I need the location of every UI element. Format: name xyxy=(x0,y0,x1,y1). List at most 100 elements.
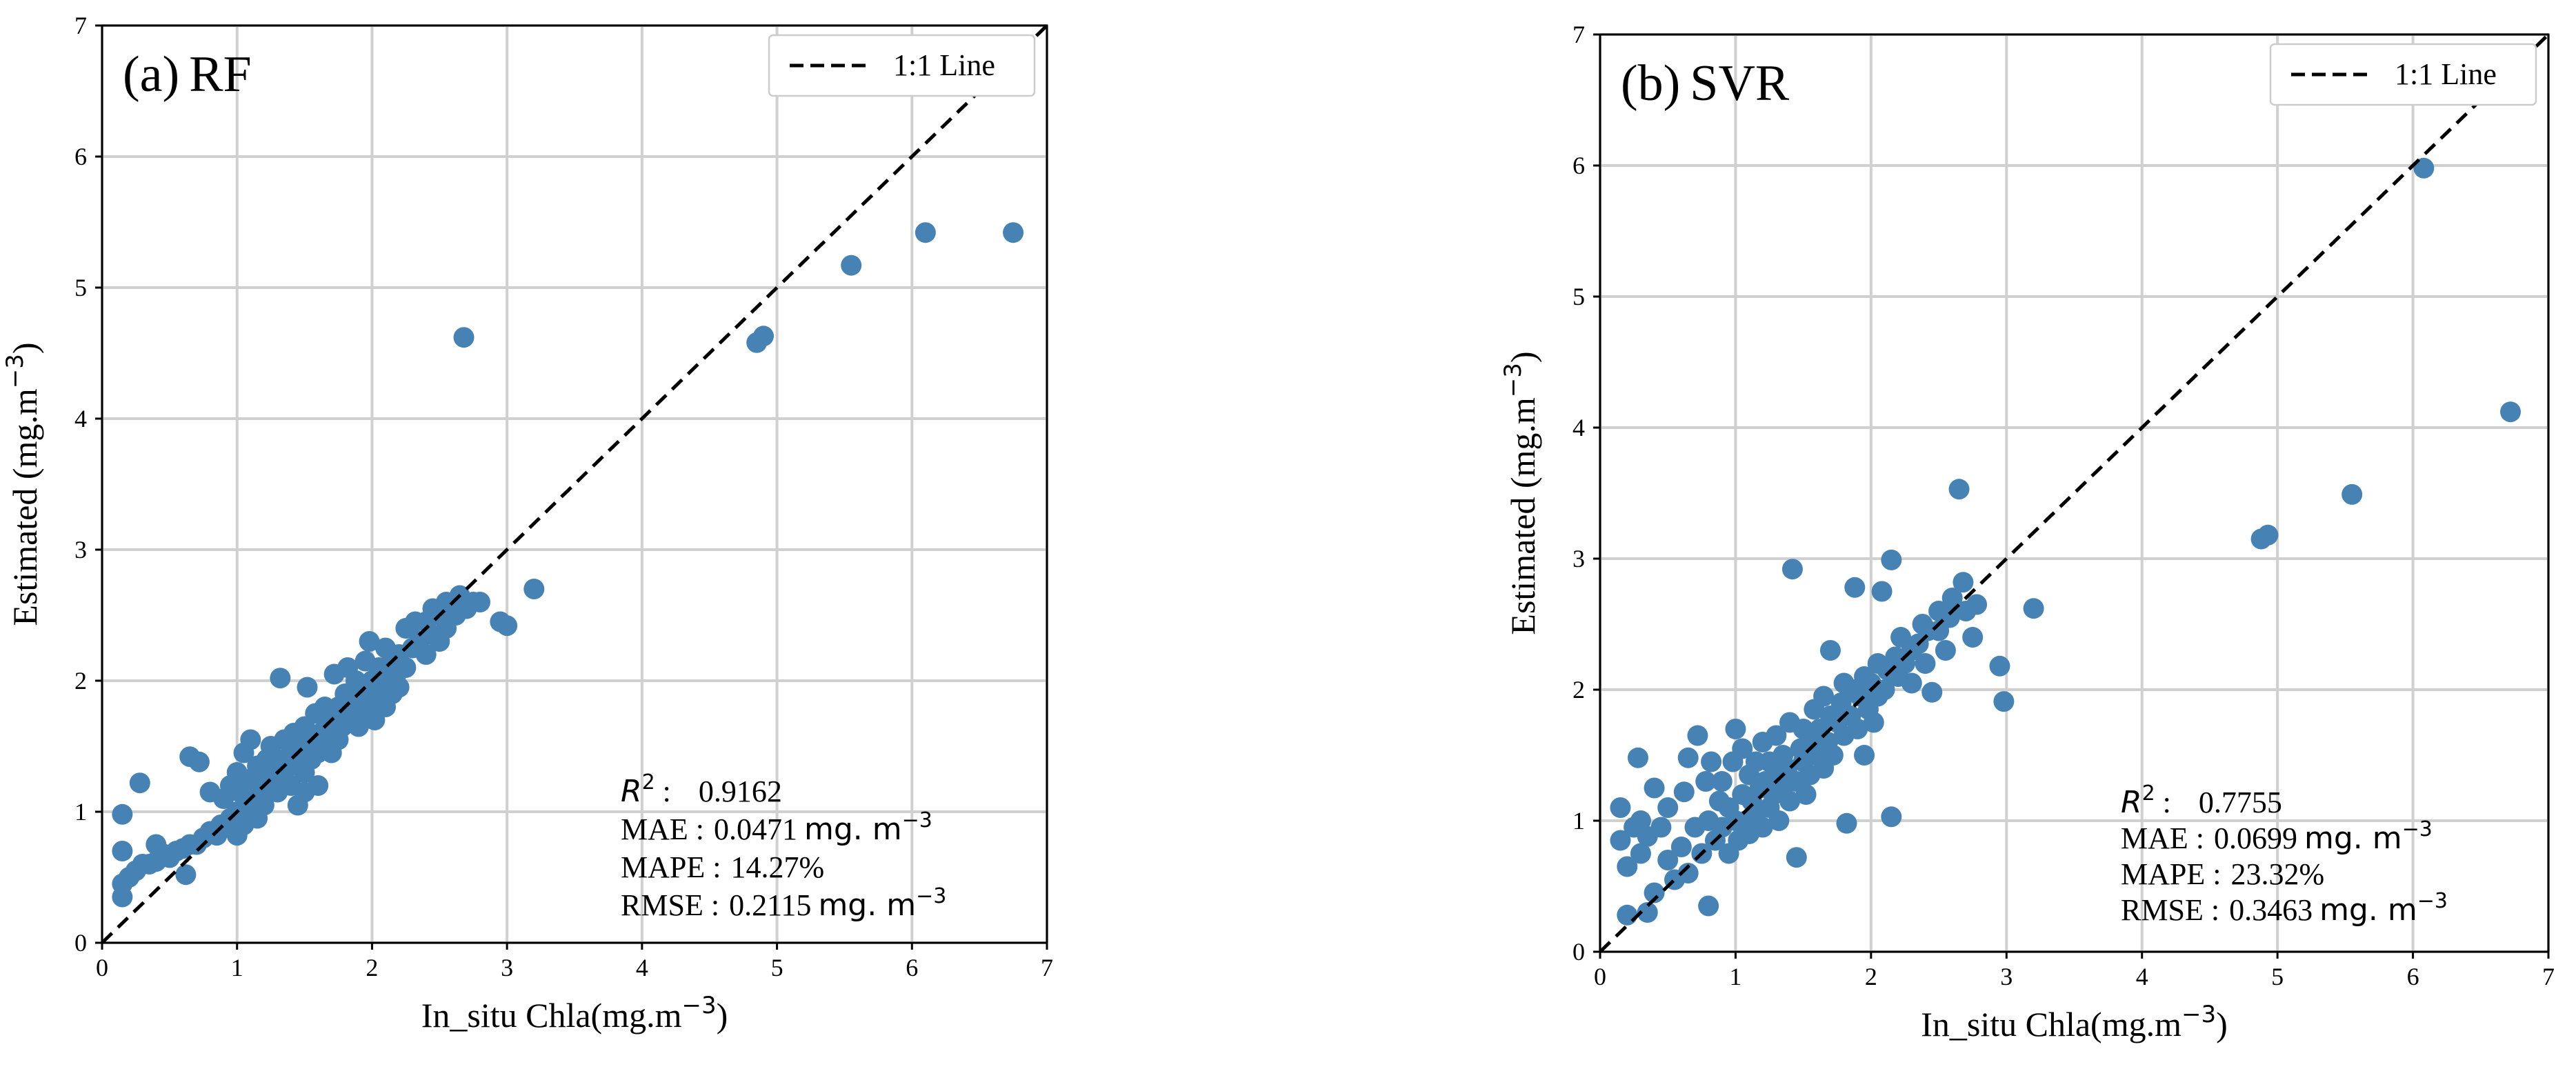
stat-unit: mg. m xyxy=(804,812,902,847)
data-point xyxy=(1921,681,1943,703)
stat-name: R xyxy=(2121,785,2142,820)
data-point xyxy=(308,775,329,796)
data-point xyxy=(1966,594,1988,615)
data-point xyxy=(1698,895,1719,917)
stat-name: R xyxy=(621,774,642,809)
data-point xyxy=(1844,577,1866,598)
data-point xyxy=(1854,745,1875,766)
data-point xyxy=(112,803,133,825)
data-point xyxy=(841,254,862,276)
data-point xyxy=(1935,640,1956,661)
x-axis-label-exponent: −3 xyxy=(681,992,716,1019)
y-tick-label: 7 xyxy=(1572,21,1585,48)
legend: 1:1 Line xyxy=(2269,43,2537,106)
y-axis-label-exponent: −3 xyxy=(1,354,29,388)
axes-frame xyxy=(1599,33,2550,953)
y-tick-label: 1 xyxy=(74,798,87,826)
data-point xyxy=(1673,781,1695,803)
stat-value: 0.3463 xyxy=(2229,893,2313,927)
stat-sep: : xyxy=(2155,786,2171,819)
stat-value: 0.9162 xyxy=(699,775,782,808)
data-point xyxy=(1871,581,1893,602)
data-point xyxy=(1781,559,1803,580)
data-point xyxy=(1725,719,1746,739)
stat-name-sup: 2 xyxy=(642,770,655,795)
x-tick-label: 5 xyxy=(771,954,783,981)
panel-label: (a) xyxy=(123,46,179,103)
x-axis-label-close: ) xyxy=(717,996,728,1035)
model-name: SVR xyxy=(1690,55,1790,112)
data-point xyxy=(1610,797,1631,818)
data-point xyxy=(2413,157,2435,179)
data-point xyxy=(1630,810,1651,831)
stat-value: 14.27% xyxy=(730,850,824,884)
stat-sep: : xyxy=(655,775,671,808)
stat-mae: MAE :0.0699 mg. m−3 xyxy=(2121,817,2433,856)
axis-ticks: 00 1 1 2 2 3 3 4 4 5 5 6 6 7 7 xyxy=(74,12,1053,981)
x-tick-label: 2 xyxy=(1865,963,1877,990)
y-tick-label: 2 xyxy=(74,667,87,695)
stat-unit-sup: −3 xyxy=(902,808,932,832)
data-point xyxy=(2023,598,2044,619)
data-point xyxy=(1863,712,1884,733)
legend-box xyxy=(2269,43,2537,106)
y-axis-label: Estimated (mg.m−3) xyxy=(1,342,44,626)
x-tick-label: 6 xyxy=(2407,963,2419,990)
x-axis-label-text: In_situ Chla(mg.m xyxy=(1921,1005,2181,1043)
data-point xyxy=(1628,747,1648,768)
y-tick-label: 4 xyxy=(74,405,87,432)
data-point xyxy=(915,222,936,243)
data-point xyxy=(470,592,490,612)
data-point xyxy=(253,795,274,816)
data-point xyxy=(1677,863,1699,883)
data-point xyxy=(415,644,437,665)
data-point xyxy=(1701,751,1722,772)
x-tick-label: 6 xyxy=(906,954,918,981)
stat-sep: : xyxy=(2188,821,2204,855)
y-tick-label: 6 xyxy=(74,143,87,170)
data-point xyxy=(270,668,291,689)
x-axis-label-exponent: −3 xyxy=(2181,1001,2216,1028)
stat-unit: mg. m xyxy=(818,888,916,923)
y-tick-label: 2 xyxy=(1572,676,1585,703)
stat-r: R2 :0.7755 xyxy=(2121,781,2282,820)
stat-name: RMSE xyxy=(2121,893,2204,927)
stat-unit-sup: −3 xyxy=(916,884,946,908)
stat-sep: : xyxy=(2205,857,2221,891)
panel-title: (b) SVR xyxy=(1621,55,1790,112)
legend-label: 1:1 Line xyxy=(2395,57,2497,91)
stat-name: RMSE xyxy=(621,888,703,922)
data-point xyxy=(1711,771,1733,792)
y-tick-label: 3 xyxy=(74,536,87,563)
data-point xyxy=(1732,738,1753,759)
data-point xyxy=(1644,882,1665,903)
x-tick-label: 3 xyxy=(2000,963,2013,990)
stat-name: MAE xyxy=(2121,821,2188,855)
y-axis-label-close: ) xyxy=(1504,351,1542,363)
model-name: RF xyxy=(189,46,252,103)
data-point xyxy=(1819,640,1841,661)
data-point xyxy=(1847,719,1868,739)
data-point xyxy=(1644,777,1665,799)
data-point xyxy=(1874,679,1895,700)
data-point xyxy=(1953,572,1974,593)
y-axis-label-text: Estimated (mg.m xyxy=(1504,397,1542,635)
x-axis-label: In_situ Chla(mg.m−3) xyxy=(1921,1001,2228,1043)
y-tick-label: 5 xyxy=(74,274,87,301)
x-tick-label: 4 xyxy=(636,954,648,981)
y-axis-label: Estimated (mg.m−3) xyxy=(1499,351,1542,635)
stat-unit-sup: −3 xyxy=(2402,817,2433,841)
data-point xyxy=(2500,401,2521,423)
legend-label: 1:1 Line xyxy=(893,48,995,82)
stat-value: 0.0471 xyxy=(714,812,797,846)
data-point xyxy=(1993,691,2015,712)
stat-name: MAPE xyxy=(2121,857,2205,891)
data-point xyxy=(1786,847,1807,868)
y-axis-label-exponent: −3 xyxy=(1499,363,1527,397)
data-point xyxy=(388,677,410,698)
data-point xyxy=(175,864,197,886)
stat-sep: : xyxy=(2204,893,2219,927)
stat-sep: : xyxy=(688,812,704,846)
